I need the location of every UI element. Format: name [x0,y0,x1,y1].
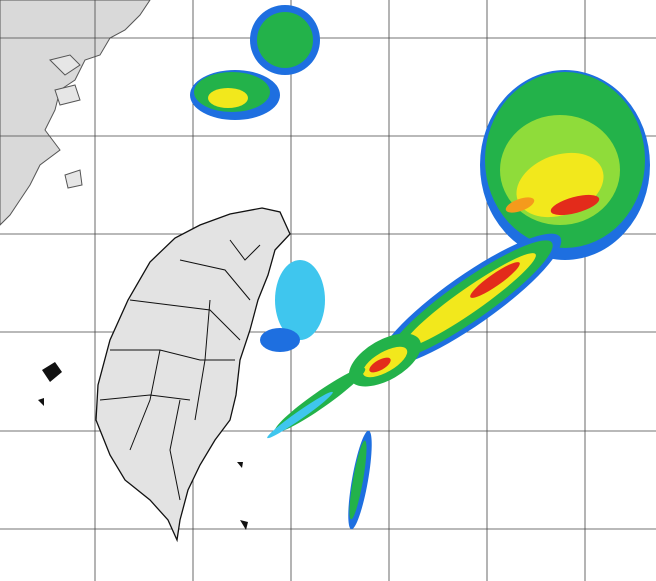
echo-cell [260,328,300,352]
taiwan-island [38,207,291,543]
radar-echo [190,5,650,530]
echo-cell [275,260,325,340]
echo-cell [505,197,535,213]
echo-cell [470,262,520,298]
echo-cell [349,440,367,520]
echo-cell [208,88,248,108]
echo-cell [369,357,391,373]
echo-cell [267,391,333,439]
echo-cell [550,194,600,216]
echo-cell [404,253,536,347]
echo-cell [257,12,313,68]
mainland-coast [0,0,151,226]
